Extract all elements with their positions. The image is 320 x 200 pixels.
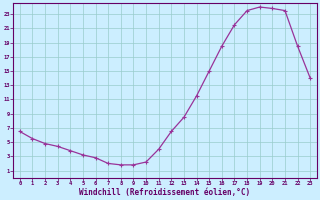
X-axis label: Windchill (Refroidissement éolien,°C): Windchill (Refroidissement éolien,°C) (79, 188, 251, 197)
